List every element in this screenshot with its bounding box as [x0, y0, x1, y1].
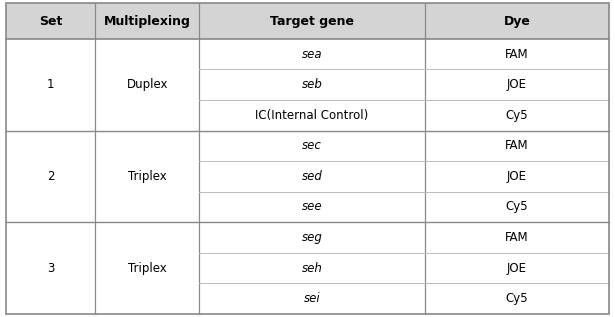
Text: IC(Internal Control): IC(Internal Control): [255, 109, 368, 122]
Text: see: see: [302, 200, 322, 213]
Text: 2: 2: [47, 170, 55, 183]
Text: Cy5: Cy5: [506, 109, 528, 122]
Text: seg: seg: [301, 231, 322, 244]
Text: Duplex: Duplex: [127, 78, 168, 91]
Text: 1: 1: [47, 78, 55, 91]
Text: Set: Set: [39, 15, 63, 28]
Bar: [6, 3, 609, 39]
Text: FAM: FAM: [505, 48, 529, 61]
Text: JOE: JOE: [507, 78, 527, 91]
Text: FAM: FAM: [505, 139, 529, 152]
Text: JOE: JOE: [507, 170, 527, 183]
Text: seh: seh: [301, 262, 322, 275]
Text: 3: 3: [47, 262, 55, 275]
Text: Multiplexing: Multiplexing: [104, 15, 191, 28]
Text: FAM: FAM: [505, 231, 529, 244]
Text: sed: sed: [301, 170, 322, 183]
Text: JOE: JOE: [507, 262, 527, 275]
Text: seb: seb: [301, 78, 322, 91]
Text: Target gene: Target gene: [270, 15, 354, 28]
Text: Dye: Dye: [504, 15, 530, 28]
Text: Cy5: Cy5: [506, 200, 528, 213]
Text: Triplex: Triplex: [128, 170, 167, 183]
Text: sea: sea: [302, 48, 322, 61]
Text: sec: sec: [302, 139, 322, 152]
Text: Triplex: Triplex: [128, 262, 167, 275]
Text: Cy5: Cy5: [506, 292, 528, 305]
Text: sei: sei: [304, 292, 320, 305]
